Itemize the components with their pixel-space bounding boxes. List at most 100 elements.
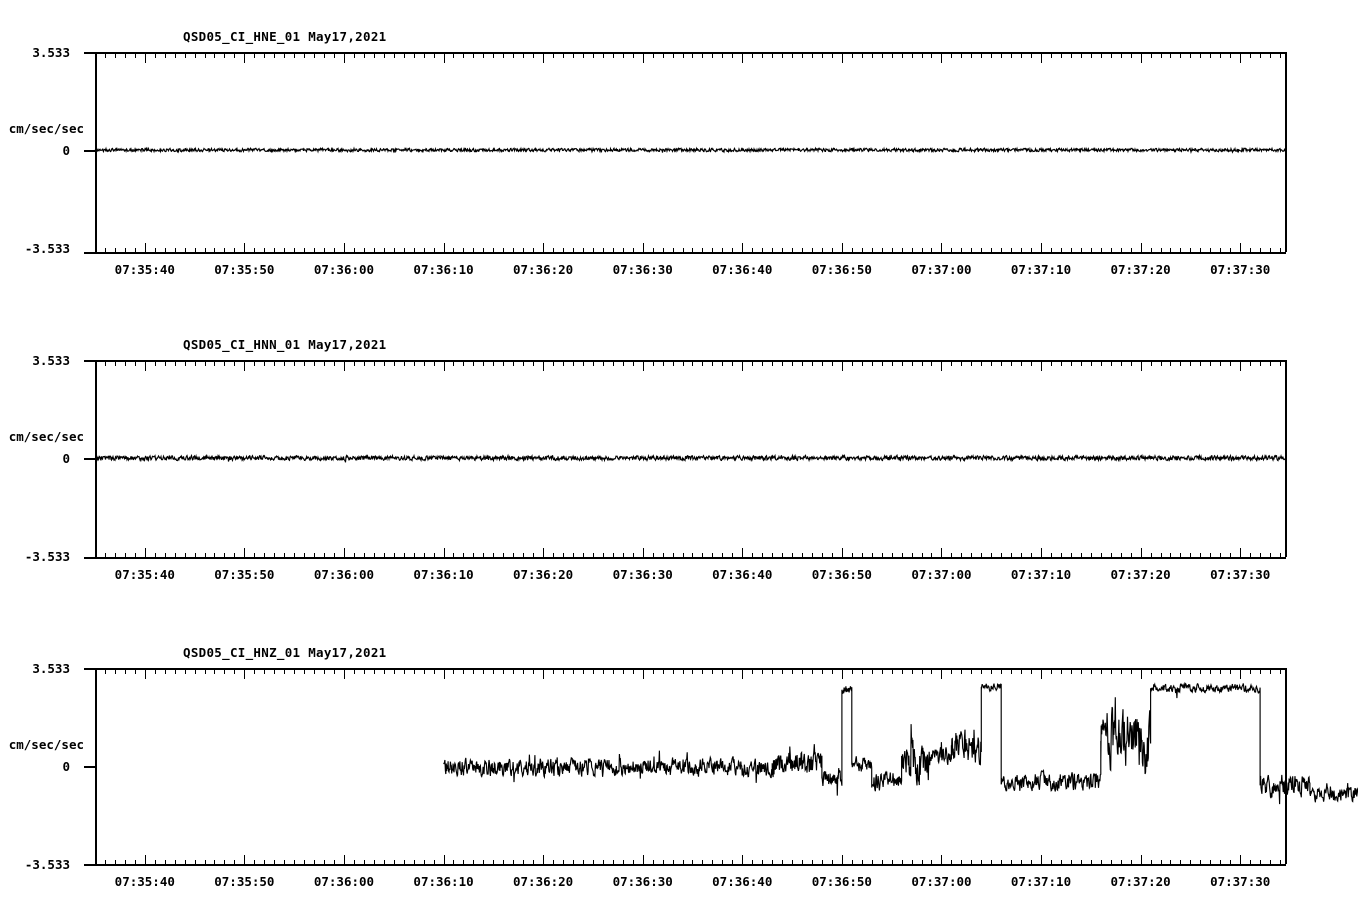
xtick-minor-bottom-1-147 xyxy=(1210,552,1212,559)
xtick-minor-bottom-0-124 xyxy=(981,247,983,254)
xtick-minor-top-1-44 xyxy=(184,360,186,366)
xtick-major-bottom-2-110 xyxy=(841,854,843,866)
xtick-minor-bottom-2-117 xyxy=(911,859,913,866)
panel-0-xtick-label-1: 07:35:50 xyxy=(214,262,275,277)
xtick-minor-bottom-2-58 xyxy=(324,859,326,866)
xtick-minor-bottom-1-81 xyxy=(553,552,555,559)
xtick-minor-bottom-0-129 xyxy=(1031,247,1033,254)
xtick-minor-top-1-77 xyxy=(513,360,515,366)
panel-hne-title: QSD05_CI_HNE_01 May17,2021 xyxy=(183,29,387,44)
xtick-major-bottom-2-90 xyxy=(642,854,644,866)
xtick-minor-top-0-149 xyxy=(1230,52,1232,58)
xtick-minor-bottom-2-77 xyxy=(513,859,515,866)
xtick-minor-top-0-93 xyxy=(672,52,674,58)
xtick-minor-top-1-84 xyxy=(582,360,584,366)
xtick-minor-top-1-51 xyxy=(254,360,256,366)
xtick-minor-top-1-154 xyxy=(1280,360,1282,366)
xtick-minor-bottom-0-37 xyxy=(114,247,116,254)
panel-1-xtick-label-2: 07:36:00 xyxy=(313,567,375,582)
xtick-minor-bottom-2-59 xyxy=(333,859,335,866)
xtick-minor-top-2-129 xyxy=(1031,668,1033,674)
xtick-minor-bottom-2-145 xyxy=(1190,859,1192,866)
xtick-major-top-1-110 xyxy=(841,360,843,371)
xtick-major-bottom-2-120 xyxy=(941,854,943,866)
xtick-major-top-2-130 xyxy=(1041,668,1043,679)
xtick-minor-bottom-0-83 xyxy=(572,247,574,254)
xtick-minor-bottom-2-87 xyxy=(612,859,614,866)
xtick-minor-top-2-78 xyxy=(523,668,525,674)
panel-1-xtick-label-6: 07:36:40 xyxy=(712,567,773,582)
xtick-minor-top-0-88 xyxy=(622,52,624,58)
xtick-minor-top-1-92 xyxy=(662,360,664,366)
xtick-major-bottom-2-80 xyxy=(543,854,545,866)
xtick-minor-top-1-128 xyxy=(1021,360,1023,366)
xtick-minor-bottom-1-97 xyxy=(712,552,714,559)
xtick-minor-top-2-144 xyxy=(1180,668,1182,674)
panel-0-xtick-label-6: 07:36:40 xyxy=(712,262,773,277)
xtick-minor-bottom-2-115 xyxy=(891,859,893,866)
xtick-minor-bottom-0-96 xyxy=(702,247,704,254)
xtick-minor-top-0-127 xyxy=(1011,52,1013,58)
xtick-minor-top-2-124 xyxy=(981,668,983,674)
xtick-minor-top-2-72 xyxy=(463,668,465,674)
xtick-minor-top-2-103 xyxy=(772,668,774,674)
xtick-minor-bottom-2-111 xyxy=(851,859,853,866)
xtick-minor-bottom-1-102 xyxy=(762,552,764,559)
panel-1-xtick-label-0: 07:35:40 xyxy=(114,567,175,582)
xtick-minor-bottom-2-148 xyxy=(1220,859,1222,866)
xtick-minor-top-0-111 xyxy=(851,52,853,58)
xtick-minor-bottom-2-102 xyxy=(762,859,764,866)
xtick-minor-top-1-86 xyxy=(602,360,604,366)
xtick-minor-bottom-0-153 xyxy=(1270,247,1272,254)
xtick-minor-top-1-49 xyxy=(234,360,236,366)
xtick-minor-top-0-98 xyxy=(722,52,724,58)
xtick-minor-top-2-37 xyxy=(114,668,116,674)
xtick-minor-top-0-114 xyxy=(881,52,883,58)
xtick-minor-bottom-0-92 xyxy=(662,247,664,254)
xtick-minor-bottom-0-67 xyxy=(413,247,415,254)
xtick-minor-bottom-0-88 xyxy=(622,247,624,254)
xtick-major-bottom-0-90 xyxy=(642,242,644,254)
xtick-minor-top-2-68 xyxy=(423,668,425,674)
xtick-minor-bottom-0-135 xyxy=(1090,247,1092,254)
xtick-minor-bottom-2-99 xyxy=(732,859,734,866)
xtick-minor-top-0-64 xyxy=(383,52,385,58)
xtick-minor-bottom-2-76 xyxy=(503,859,505,866)
xtick-major-bottom-1-50 xyxy=(244,547,246,559)
xtick-minor-bottom-1-107 xyxy=(811,552,813,559)
xtick-minor-bottom-2-39 xyxy=(134,859,136,866)
xtick-major-bottom-2-100 xyxy=(742,854,744,866)
ytick-ymax-2 xyxy=(84,668,96,670)
xtick-minor-bottom-2-45 xyxy=(194,859,196,866)
xtick-minor-bottom-2-139 xyxy=(1130,859,1132,866)
xtick-minor-top-1-142 xyxy=(1160,360,1162,366)
panel-2-xtick-label-11: 07:37:30 xyxy=(1210,874,1271,889)
xtick-minor-top-0-138 xyxy=(1120,52,1122,58)
xtick-major-top-0-100 xyxy=(742,52,744,63)
xtick-minor-top-2-46 xyxy=(204,668,206,674)
xtick-minor-bottom-1-148 xyxy=(1220,552,1222,559)
xtick-minor-top-0-84 xyxy=(582,52,584,58)
xtick-minor-top-1-56 xyxy=(304,360,306,366)
xtick-minor-bottom-1-151 xyxy=(1250,552,1252,559)
xtick-minor-bottom-0-57 xyxy=(314,247,316,254)
xtick-minor-bottom-2-85 xyxy=(592,859,594,866)
xtick-minor-top-1-103 xyxy=(772,360,774,366)
xtick-minor-bottom-1-76 xyxy=(503,552,505,559)
xtick-minor-top-1-74 xyxy=(483,360,485,366)
xtick-minor-bottom-2-142 xyxy=(1160,859,1162,866)
xtick-minor-top-1-38 xyxy=(124,360,126,366)
xtick-minor-top-0-76 xyxy=(503,52,505,58)
xtick-minor-top-2-63 xyxy=(373,668,375,674)
xtick-minor-bottom-2-66 xyxy=(403,859,405,866)
panel-hnz-ymax-label: 3.533 xyxy=(32,661,70,676)
xtick-minor-top-1-58 xyxy=(324,360,326,366)
panel-1-xtick-label-11: 07:37:30 xyxy=(1210,567,1271,582)
xtick-minor-top-1-91 xyxy=(652,360,654,366)
xtick-major-top-1-140 xyxy=(1140,360,1142,371)
xtick-minor-top-0-153 xyxy=(1270,52,1272,58)
xtick-minor-bottom-1-131 xyxy=(1050,552,1052,559)
xtick-minor-bottom-2-146 xyxy=(1200,859,1202,866)
xtick-minor-bottom-0-62 xyxy=(363,247,365,254)
xtick-minor-bottom-1-66 xyxy=(403,552,405,559)
